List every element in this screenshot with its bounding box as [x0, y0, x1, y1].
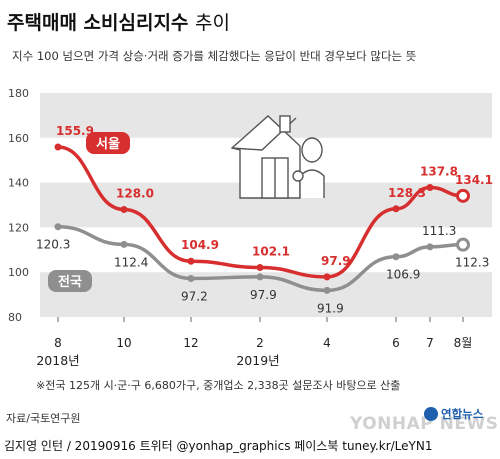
data-label: 104.9 [181, 238, 219, 252]
series-tag-bg [48, 270, 92, 292]
data-point [323, 286, 331, 294]
yonhap-logo: 연합뉴스 [424, 406, 483, 422]
data-point [256, 263, 264, 271]
house-illustration [230, 115, 325, 199]
data-point [120, 205, 128, 213]
y-tick-label: 80 [8, 311, 22, 324]
y-tick-label: 120 [8, 221, 29, 234]
data-label: 155.9 [56, 124, 94, 138]
data-label: 97.9 [250, 288, 277, 302]
title-bold: 주택매매 소비심리지수 [7, 12, 189, 34]
data-label: 128.0 [116, 186, 154, 200]
data-point [456, 188, 470, 203]
y-tick-label: 100 [8, 266, 29, 279]
y-tick-label: 160 [8, 132, 29, 145]
data-point [323, 273, 331, 281]
grid-band [40, 272, 492, 317]
data-source: 자료/국토연구원 [6, 412, 81, 425]
data-label: 128.3 [388, 186, 426, 200]
x-tick-label: 8 [54, 336, 62, 350]
data-label: 112.4 [114, 255, 148, 269]
data-label: 97.9 [321, 254, 351, 268]
data-point [54, 143, 62, 151]
data-point [456, 237, 470, 252]
y-tick-label: 180 [8, 87, 29, 100]
data-label: 134.1 [455, 173, 493, 187]
series-tag-label: 서울 [96, 136, 120, 152]
data-point [54, 223, 62, 231]
data-point [256, 273, 264, 281]
data-point [392, 205, 400, 213]
credit-line: 김지영 인턴 / 20190916 트위터 @yonhap_graphics 페… [4, 439, 433, 453]
data-point [120, 240, 128, 248]
survey-note: ※전국 125개 시·군·구 6,680가구, 중개업소 2,338곳 설문조사… [36, 379, 401, 392]
x-tick-label: 2 [256, 336, 264, 350]
data-point [426, 243, 434, 251]
watermark: YONHAP NEWS [350, 414, 499, 434]
year-label: 2018년 [36, 353, 79, 368]
chart-title: 주택매매 소비심리지수 추이 [7, 8, 230, 35]
yonhap-logo-icon [424, 407, 438, 421]
x-tick-label: 10 [116, 336, 131, 350]
series-tag-label: 전국 [58, 274, 82, 290]
data-point [187, 257, 195, 265]
y-tick-label: 140 [8, 177, 29, 190]
chart-subtitle: 지수 100 넘으면 가격 상승·거래 증가를 체감했다는 응답이 반대 경우보… [12, 49, 417, 63]
logo-text: 연합뉴스 [441, 407, 484, 421]
x-tick-label: 7 [426, 336, 434, 350]
x-tick-label: 12 [183, 336, 198, 350]
x-tick-label: 4 [323, 336, 331, 350]
year-label: 2019년 [236, 353, 279, 368]
data-point [426, 184, 434, 192]
data-point [392, 253, 400, 261]
data-label: 112.3 [455, 256, 489, 270]
data-label: 106.9 [386, 268, 420, 282]
x-tick-label: 6 [392, 336, 400, 350]
series-tag-bg [86, 132, 130, 154]
data-label: 91.9 [317, 301, 344, 315]
line-chart: 180 160 140 120 100 80 155.9 128.0 104.9 102.1 97… [8, 87, 493, 368]
data-label: 120.3 [36, 238, 70, 252]
data-label: 111.3 [422, 224, 456, 238]
title-light: 추이 [195, 12, 231, 34]
data-label: 97.2 [181, 289, 208, 303]
data-point [187, 274, 195, 282]
x-tick-label: 8월 [454, 336, 473, 350]
data-label: 102.1 [252, 244, 290, 258]
data-label: 137.8 [420, 165, 458, 179]
